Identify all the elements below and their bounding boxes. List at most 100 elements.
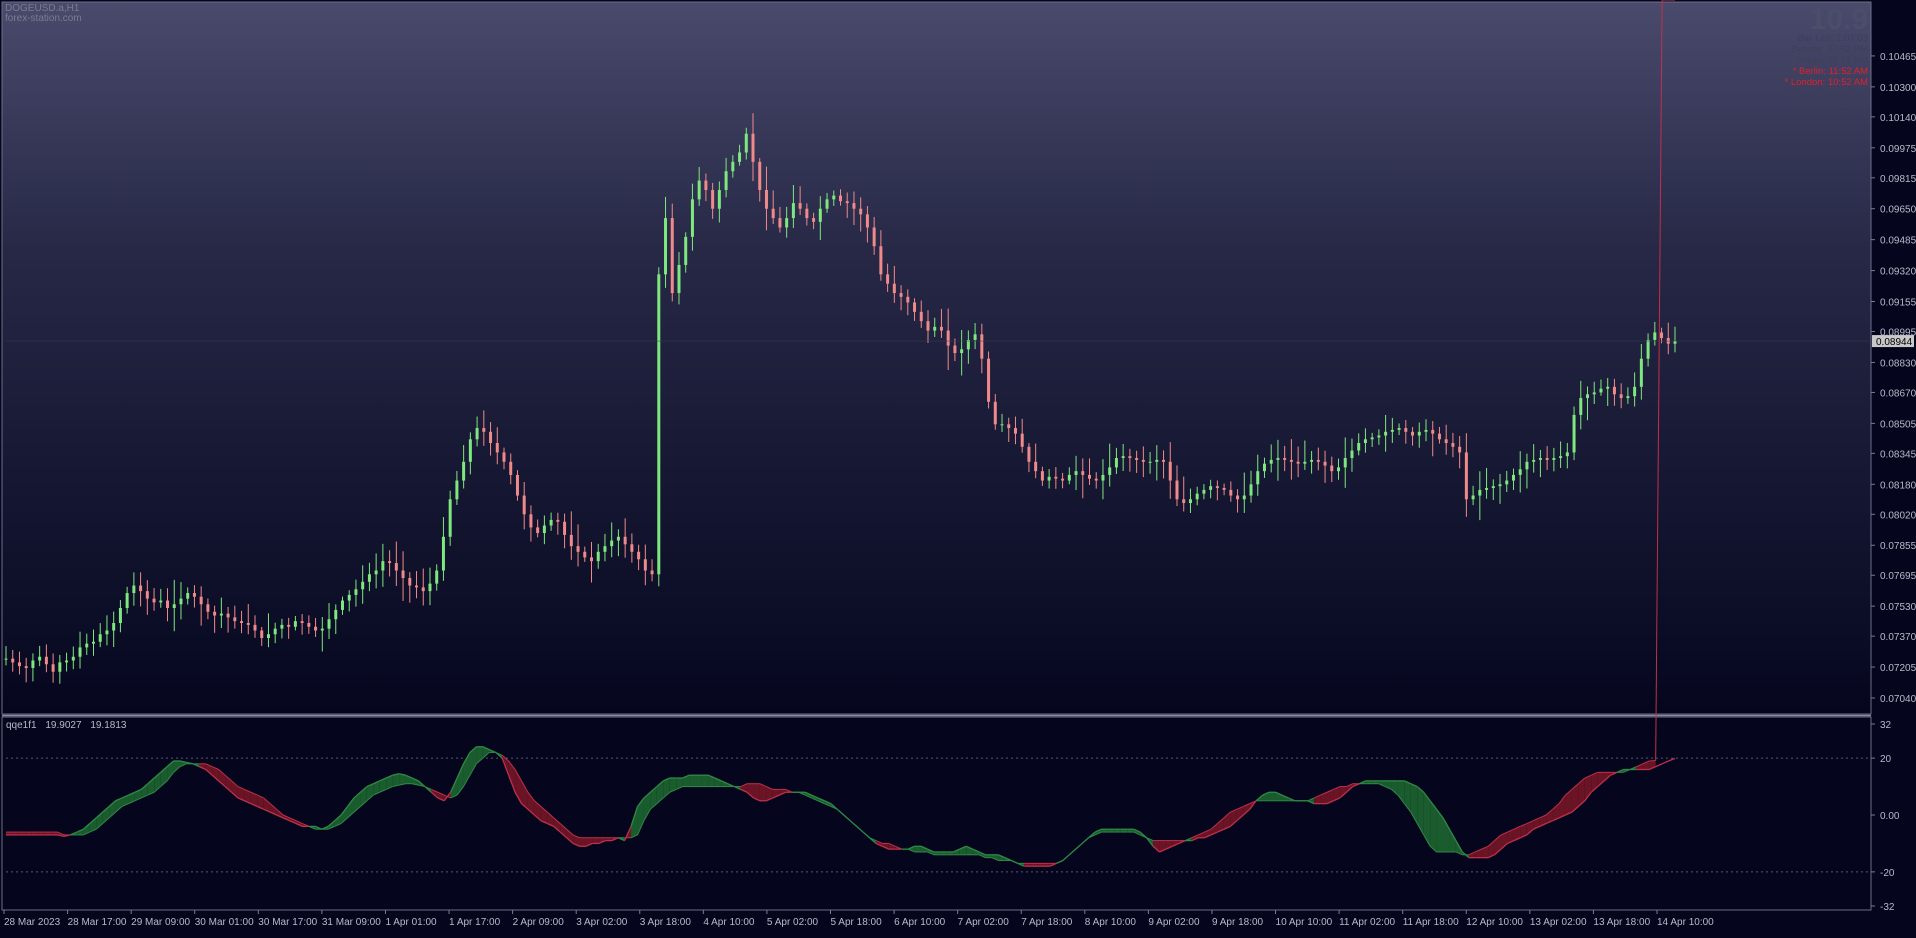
qqe-band-segment — [753, 783, 760, 801]
qqe-slow-line — [379, 788, 387, 793]
candle-body — [1269, 459, 1273, 464]
qqe-fast-line — [1339, 791, 1347, 799]
time-tick-label: 2 Apr 09:00 — [513, 917, 565, 928]
time-tick-label: 9 Apr 02:00 — [1148, 917, 1200, 928]
candle-body — [1067, 474, 1071, 481]
info-line-new-york: New York: 05:52 AM — [1782, 88, 1868, 99]
qqe-slow-line — [424, 786, 432, 790]
candle-body — [233, 617, 237, 622]
price-tick-label: 0.09485 — [1880, 236, 1916, 247]
candle-body — [58, 662, 62, 672]
candle-body — [724, 171, 728, 190]
candle-body — [677, 264, 681, 294]
qqe-fast-line — [1146, 837, 1154, 847]
qqe-band-segment — [31, 832, 39, 835]
time-tick-label: 30 Mar 17:00 — [258, 917, 317, 928]
qqe-band-segment — [1513, 826, 1521, 841]
candle-body — [1451, 443, 1455, 447]
session-info-panel: Bar Left: 1:07:03 Sydney: 07:52 PM Tokyo… — [1782, 33, 1868, 110]
qqe-fast-line — [1094, 828, 1102, 833]
qqe-slow-line — [250, 791, 258, 796]
qqe-fast-line — [636, 797, 645, 807]
indicator-legend: qqe1f1 19.9027 19.1813 — [6, 720, 132, 731]
qqe-slow-line — [1475, 848, 1482, 853]
qqe-slow-line — [1526, 820, 1534, 824]
qqe-band-segment — [38, 832, 45, 835]
candle-body — [314, 626, 318, 631]
qqe-band-segment — [643, 792, 651, 821]
qqe-slow-line — [366, 794, 374, 802]
candle-body — [1330, 465, 1334, 472]
qqe-slow-line — [128, 800, 136, 805]
qqe-band-segment — [1404, 780, 1411, 813]
indicator-tick-label: 32 — [1880, 720, 1892, 731]
candle-body — [1411, 431, 1415, 436]
qqe-band-segment — [1391, 780, 1398, 796]
candle-body — [502, 452, 506, 462]
qqe-band-segment — [521, 780, 528, 810]
candle-body — [509, 461, 513, 475]
candle-body — [987, 358, 991, 402]
qqe-band-segment — [1430, 800, 1437, 852]
qqe-band-segment — [1314, 795, 1321, 804]
qqe-slow-line — [1565, 789, 1573, 796]
candle-body — [1579, 398, 1583, 415]
candle-body — [1303, 461, 1307, 464]
candle-body — [1229, 489, 1233, 496]
qqe-slow-line — [1146, 837, 1154, 842]
candle-body — [1424, 429, 1428, 432]
qqe-slow-line — [166, 772, 174, 782]
qqe-slow-line — [927, 851, 935, 856]
qqe-slow-line — [1578, 777, 1586, 785]
candle-body — [253, 624, 257, 631]
time-tick-label: 13 Apr 02:00 — [1530, 917, 1587, 928]
candle-body — [650, 570, 654, 575]
qqe-fast-line — [392, 773, 400, 776]
qqe-slow-line — [134, 797, 142, 802]
qqe-slow-line — [817, 800, 825, 805]
qqe-slow-line — [263, 797, 271, 804]
qqe-slow-line — [1133, 831, 1141, 836]
candle-body — [226, 613, 230, 618]
qqe-slow-line — [443, 794, 451, 799]
candle-body — [354, 589, 358, 595]
qqe-band-segment — [411, 778, 419, 786]
qqe-band-segment — [682, 775, 690, 787]
qqe-slow-line — [57, 831, 65, 836]
candle-body — [159, 600, 163, 603]
qqe-fast-line — [598, 839, 606, 845]
candle-body — [1101, 474, 1105, 481]
qqe-fast-line — [276, 814, 284, 819]
qqe-slow-line — [1346, 783, 1354, 788]
price-tick-label: 0.08830 — [1880, 358, 1916, 369]
qqe-band-segment — [1552, 803, 1560, 821]
qqe-slow-line — [1507, 828, 1515, 833]
candle-body — [1074, 471, 1078, 475]
candle-body — [1175, 480, 1179, 500]
qqe-band-segment — [914, 846, 922, 852]
qqe-band-segment — [1172, 840, 1179, 847]
qqe-fast-line — [250, 803, 258, 808]
qqe-band-segment — [1333, 786, 1340, 801]
candle-body — [1202, 489, 1206, 494]
qqe-band-segment — [25, 832, 32, 835]
qqe-band-segment — [405, 775, 412, 784]
candle-body — [852, 203, 856, 209]
info-line-tokyo: Tokyo: 06:52 PM — [1797, 55, 1868, 66]
time-tick-label: 14 Apr 10:00 — [1657, 917, 1714, 928]
qqe-slow-line — [534, 800, 542, 807]
qqe-slow-line — [1062, 854, 1070, 861]
qqe-slow-line — [1204, 828, 1212, 833]
qqe-band-segment — [1565, 789, 1572, 815]
qqe-slow-line — [1236, 806, 1244, 810]
time-tick-label: 9 Apr 18:00 — [1212, 917, 1264, 928]
qqe-slow-line — [836, 808, 845, 816]
candle-body — [1168, 461, 1172, 481]
candle-body — [872, 227, 876, 247]
qqe-band-segment — [1043, 863, 1050, 867]
candle-body — [980, 334, 984, 359]
qqe-fast-line — [656, 780, 664, 788]
info-line-value: 1:07:03 — [1836, 33, 1868, 44]
qqe-fast-line — [1603, 774, 1611, 782]
